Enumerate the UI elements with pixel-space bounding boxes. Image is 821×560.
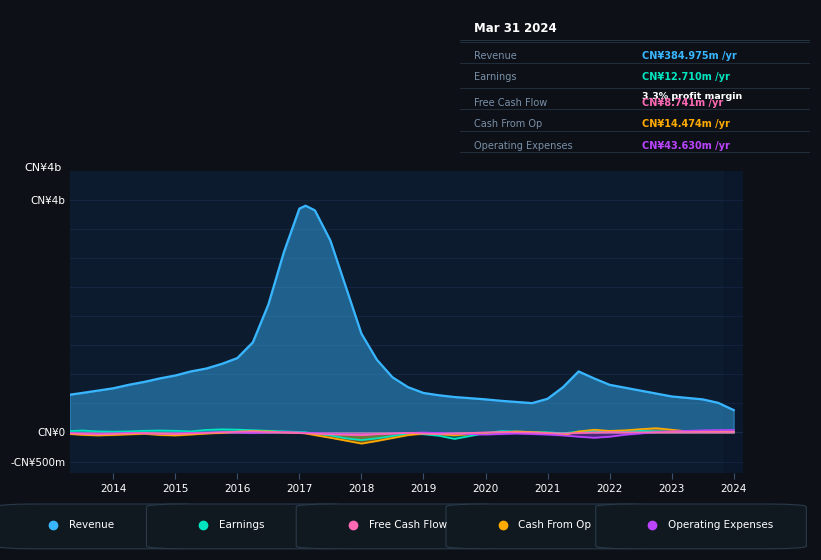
FancyBboxPatch shape: [596, 504, 806, 549]
Text: Operating Expenses: Operating Expenses: [474, 141, 572, 151]
Text: CN¥12.710m /yr: CN¥12.710m /yr: [642, 72, 730, 82]
Text: CN¥8.741m /yr: CN¥8.741m /yr: [642, 97, 723, 108]
Text: Revenue: Revenue: [474, 52, 516, 62]
Text: Free Cash Flow: Free Cash Flow: [369, 520, 447, 530]
Text: CN¥14.474m /yr: CN¥14.474m /yr: [642, 119, 730, 129]
Text: Operating Expenses: Operating Expenses: [668, 520, 773, 530]
Text: Revenue: Revenue: [69, 520, 114, 530]
Text: Mar 31 2024: Mar 31 2024: [474, 22, 557, 35]
Text: CN¥4b: CN¥4b: [25, 163, 62, 173]
Text: Cash From Op: Cash From Op: [474, 119, 542, 129]
Text: Earnings: Earnings: [474, 72, 516, 82]
Text: Earnings: Earnings: [219, 520, 264, 530]
Bar: [724, 171, 743, 473]
Text: 3.3% profit margin: 3.3% profit margin: [642, 92, 742, 101]
Text: Cash From Op: Cash From Op: [519, 520, 591, 530]
FancyBboxPatch shape: [146, 504, 357, 549]
FancyBboxPatch shape: [0, 504, 208, 549]
Text: CN¥384.975m /yr: CN¥384.975m /yr: [642, 52, 736, 62]
Text: CN¥43.630m /yr: CN¥43.630m /yr: [642, 141, 730, 151]
FancyBboxPatch shape: [296, 504, 507, 549]
Text: Free Cash Flow: Free Cash Flow: [474, 97, 548, 108]
FancyBboxPatch shape: [446, 504, 657, 549]
